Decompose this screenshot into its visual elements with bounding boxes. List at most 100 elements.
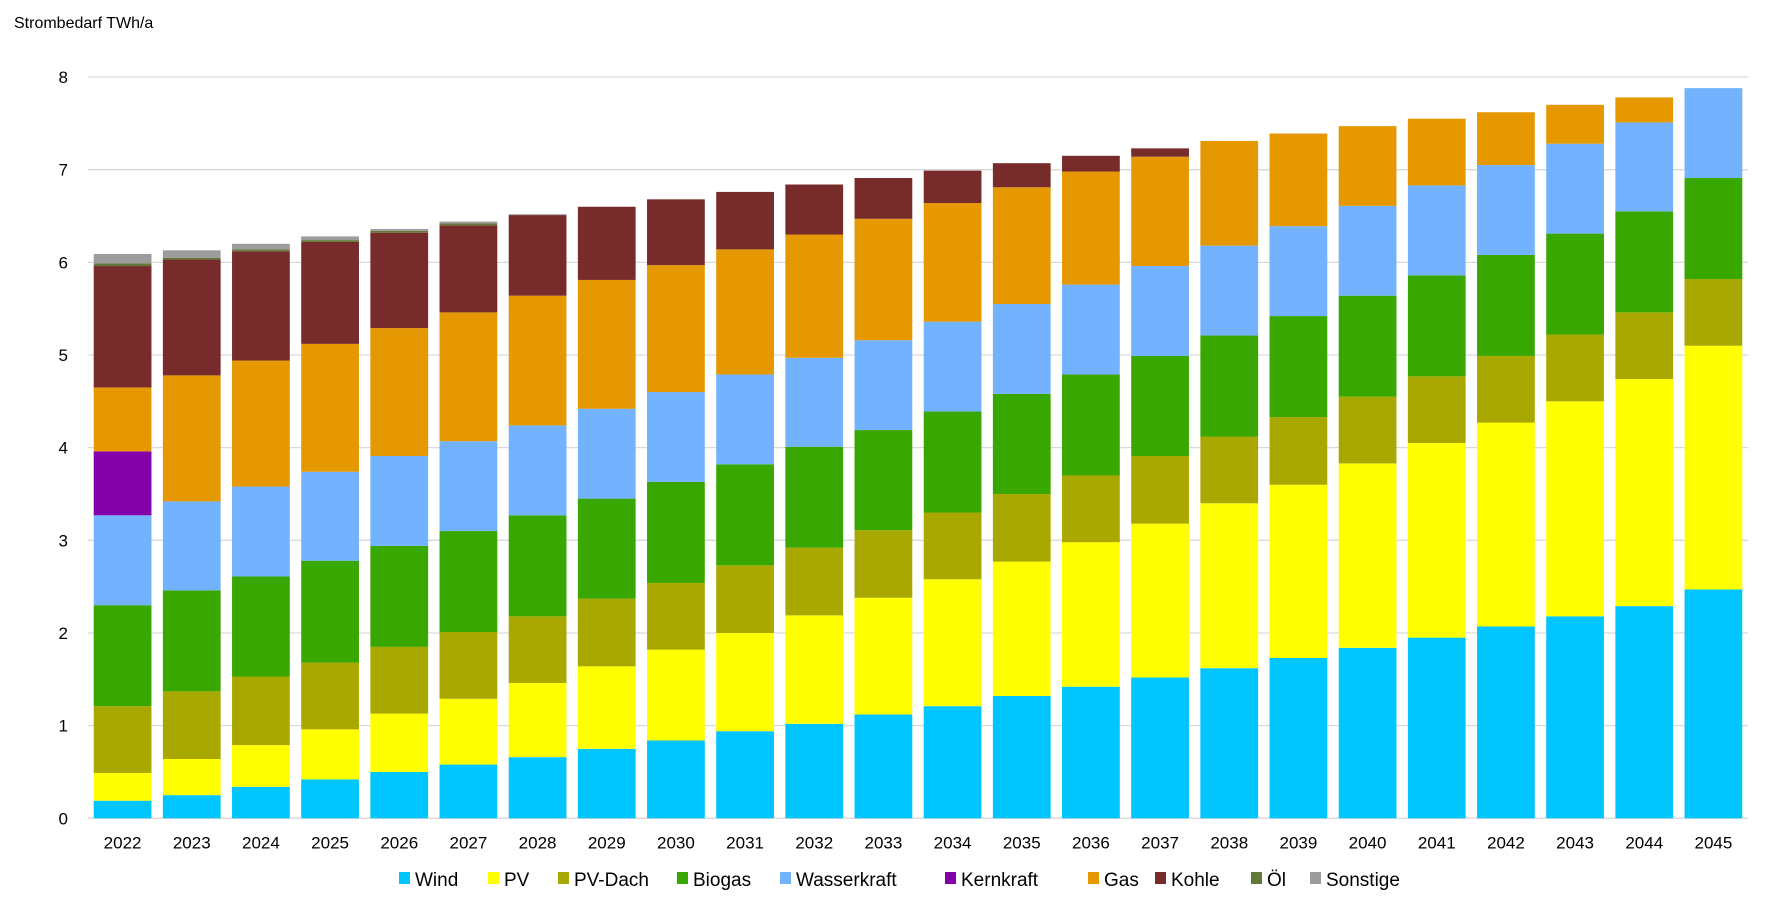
bar-segment-pv-dach (232, 676, 290, 746)
bar-segment-kohle (162, 259, 221, 376)
x-tick-label: 2037 (1141, 833, 1179, 852)
bar-segment-wind (1062, 686, 1120, 819)
bar-segment-pv (1269, 484, 1328, 658)
bar-stack-2033 (854, 178, 913, 819)
legend-item-wasserkraft: Wasserkraft (780, 870, 897, 891)
bars (93, 88, 1743, 819)
bar-segment-pv (508, 683, 567, 758)
bar-segment-wind (1615, 606, 1674, 819)
bar-segment-kohle (232, 251, 290, 361)
legend-label: Kohle (1171, 870, 1220, 891)
bar-segment-pv (232, 745, 290, 787)
bar-stack-2023 (162, 250, 221, 819)
bar-segment-pv-dach (1200, 436, 1259, 504)
bar-segment-biogas (439, 531, 498, 633)
bar-segment-gas (162, 375, 221, 502)
bar-segment-öl (301, 240, 359, 242)
bar-segment-pv-dach (992, 493, 1051, 562)
bar-segment-gas (1269, 133, 1328, 227)
y-tick-label: 2 (59, 624, 68, 643)
bar-stack-2031 (716, 191, 774, 819)
bar-stack-2027 (439, 221, 498, 819)
legend-item-kohle: Kohle (1155, 870, 1220, 891)
y-tick-label: 7 (59, 161, 68, 180)
bar-segment-biogas (1477, 254, 1535, 356)
bar-segment-biogas (785, 446, 844, 548)
bar-segment-wasserkraft (1615, 122, 1674, 212)
bar-segment-pv-dach (93, 706, 152, 773)
bar-segment-pv-dach (1338, 396, 1397, 464)
bar-segment-wind (785, 723, 844, 819)
bar-segment-wasserkraft (232, 486, 290, 577)
bar-segment-sonstige (232, 243, 290, 250)
bar-segment-wind (232, 786, 290, 819)
bar-segment-pv (923, 579, 982, 707)
bar-segment-wasserkraft (647, 392, 705, 482)
bar-segment-biogas (1338, 295, 1397, 397)
bar-stack-2039 (1269, 133, 1328, 819)
y-axis-ticks: 0 1 2 3 4 5 6 7 8 (59, 68, 68, 828)
legend-swatch (1155, 872, 1166, 884)
legend-item-kernkraft: Kernkraft (945, 870, 1039, 891)
bar-segment-pv (647, 649, 705, 741)
bar-segment-wasserkraft (370, 455, 429, 546)
legend-item-gas: Gas (1088, 870, 1139, 891)
bar-segment-gas (301, 343, 359, 472)
legend-label: Wasserkraft (796, 870, 897, 891)
bar-segment-wasserkraft (716, 374, 774, 465)
bar-segment-wasserkraft (1477, 165, 1535, 255)
bar-segment-biogas (1062, 374, 1120, 476)
legend-item-pv: PV (488, 870, 530, 891)
bar-segment-pv (992, 561, 1051, 696)
bar-segment-biogas (508, 515, 567, 617)
legend-label: Sonstige (1326, 870, 1400, 891)
bar-segment-biogas (716, 464, 774, 566)
y-tick-label: 3 (59, 531, 68, 550)
bar-segment-pv-dach (923, 512, 982, 580)
bar-segment-öl (370, 230, 429, 233)
bar-segment-gas (439, 312, 498, 442)
x-tick-label: 2035 (1003, 833, 1041, 852)
bar-stack-2028 (508, 214, 567, 819)
x-tick-label: 2030 (657, 833, 695, 852)
bar-stack-2036 (1062, 155, 1120, 819)
bar-segment-pv (1477, 422, 1535, 627)
bar-stack-2035 (992, 163, 1051, 819)
bar-segment-gas (508, 295, 567, 426)
legend-item-pv-dach: PV-Dach (558, 870, 649, 891)
bar-segment-pv (1200, 503, 1259, 669)
legend-label: PV (504, 870, 530, 891)
bar-stack-2045 (1684, 88, 1743, 819)
y-tick-label: 8 (59, 68, 68, 87)
bar-segment-pv-dach (1615, 312, 1674, 380)
bar-segment-pv-dach (162, 691, 221, 759)
bar-segment-biogas (1200, 335, 1259, 437)
x-axis-ticks: 2022 2023 2024 2025 2026 2027 2028 2029 2030 2031… (104, 833, 1733, 852)
bar-segment-pv (1407, 443, 1466, 638)
bar-segment-kohle (854, 178, 913, 219)
gridlines (88, 76, 1748, 819)
x-tick-label: 2022 (104, 833, 142, 852)
bar-segment-wind (508, 757, 567, 819)
bar-segment-pv (162, 758, 221, 796)
bar-segment-sonstige (370, 228, 429, 231)
x-tick-label: 2032 (795, 833, 833, 852)
bar-segment-gas (854, 218, 913, 341)
bar-segment-pv-dach (1477, 355, 1535, 423)
bar-segment-pv-dach (370, 646, 429, 714)
bar-segment-wasserkraft (1338, 205, 1397, 296)
bar-segment-wasserkraft (785, 357, 844, 447)
bar-segment-sonstige (508, 214, 567, 216)
bar-segment-kohle (93, 266, 152, 388)
bar-segment-kohle (439, 225, 498, 313)
bar-segment-gas (1477, 112, 1535, 166)
y-tick-label: 0 (59, 809, 68, 828)
legend-swatch (677, 872, 688, 884)
bar-segment-wind (1477, 626, 1535, 819)
bar-segment-wind (93, 800, 152, 819)
x-tick-label: 2027 (450, 833, 488, 852)
bar-segment-pv (1546, 401, 1604, 617)
bar-stack-2041 (1407, 118, 1466, 819)
bar-segment-pv-dach (301, 662, 359, 730)
